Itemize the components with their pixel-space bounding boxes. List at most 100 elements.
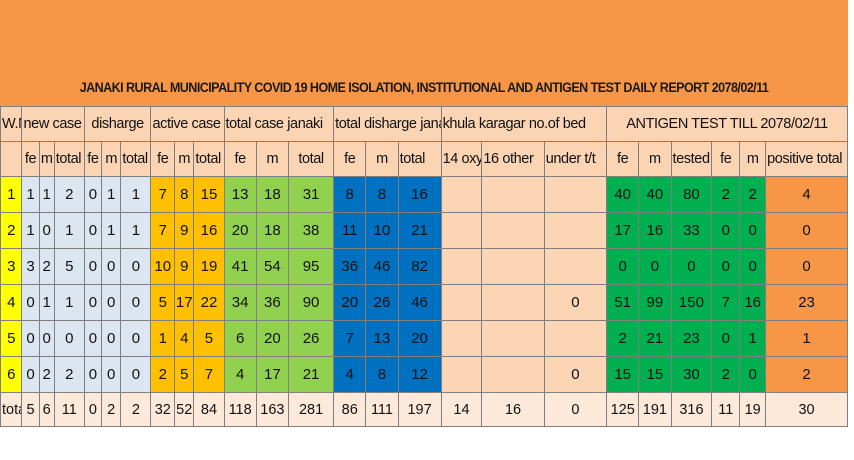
sub-header-cell: fe [83, 141, 102, 177]
table-cell: 9 [174, 212, 195, 249]
totals-cell: 11 [711, 392, 741, 427]
table-cell: 8 [333, 176, 367, 213]
sub-header-cell: fe [21, 141, 40, 177]
table-cell: 2 [711, 176, 741, 213]
totals-label: total [0, 392, 23, 427]
sub-header-cell: m [174, 141, 195, 177]
table-cell: 2 [739, 176, 767, 213]
table-cell: 21 [397, 212, 442, 249]
table-cell: 7 [193, 356, 225, 393]
table-cell: 9 [174, 248, 195, 285]
sub-header-cell: total [120, 141, 152, 177]
table-cell: 17 [255, 356, 289, 393]
table-cell: 8 [365, 356, 399, 393]
table-cell [440, 356, 483, 393]
table-cell [440, 248, 483, 285]
table-cell: 18 [255, 212, 289, 249]
table-cell: 0 [739, 248, 767, 285]
sub-header-cell: total [397, 141, 442, 177]
table-cell: 17 [606, 212, 640, 249]
sub-header-cell: m [100, 141, 122, 177]
totals-cell: 84 [193, 392, 225, 427]
totals-cell: 316 [670, 392, 713, 427]
table-cell: 46 [397, 284, 442, 321]
sub-header-cell: total [53, 141, 85, 177]
table-cell: 8 [174, 176, 195, 213]
table-cell: 40 [638, 176, 672, 213]
table-cell: 26 [365, 284, 399, 321]
sub-header-cell: m [739, 141, 767, 177]
totals-cell: 2 [120, 392, 152, 427]
table-cell: 26 [287, 320, 335, 357]
ward-number: 5 [0, 320, 23, 357]
table-row: 4 0 1 1 0 0 0 5 17 22 34 36 90 20 26 46 0 51 99 150 7 16 23 [0, 284, 848, 321]
sub-header-cell: m [255, 141, 289, 177]
table-row: 6 0 2 2 0 0 0 2 5 7 4 17 21 4 8 12 0 15 15 30 2 0 2 [0, 356, 848, 393]
table-cell: 38 [287, 212, 335, 249]
table-cell: 8 [365, 176, 399, 213]
table-cell: 0 [100, 356, 122, 393]
table-cell: 1 [120, 176, 152, 213]
totals-cell: 0 [543, 392, 608, 427]
table-cell: 0 [21, 320, 40, 357]
ward-number: 2 [0, 212, 23, 249]
totals-cell: 163 [255, 392, 289, 427]
table-cell: 0 [38, 212, 55, 249]
table-cell: 1 [739, 320, 767, 357]
table-cell: 0 [543, 356, 608, 393]
table-cell: 0 [83, 212, 102, 249]
sub-header-cell: m [365, 141, 399, 177]
table-cell: 4 [765, 176, 848, 213]
table-cell: 0 [606, 248, 640, 285]
header-discharge: disharge [83, 106, 152, 142]
header-total-discharge: total disharge janaki [333, 106, 442, 142]
table-cell [440, 284, 483, 321]
totals-cell: 52 [174, 392, 195, 427]
table-cell [481, 248, 545, 285]
table-cell: 2 [53, 356, 85, 393]
report-table: W.N new case disharge active case total … [0, 106, 848, 427]
table-cell: 0 [83, 284, 102, 321]
header-row-groups: W.N new case disharge active case total … [0, 106, 848, 142]
table-cell: 1 [53, 212, 85, 249]
table-cell: 36 [333, 248, 367, 285]
table-cell: 0 [100, 248, 122, 285]
table-cell: 90 [287, 284, 335, 321]
sub-header-cell: fe [223, 141, 257, 177]
table-cell: 0 [21, 284, 40, 321]
table-cell: 5 [193, 320, 225, 357]
table-cell: 0 [100, 320, 122, 357]
table-cell: 1 [38, 284, 55, 321]
table-cell: 4 [223, 356, 257, 393]
table-cell: 7 [150, 212, 176, 249]
table-cell: 15 [638, 356, 672, 393]
table-cell [481, 284, 545, 321]
header-ward: W.N [0, 106, 23, 142]
header-antigen: ANTIGEN TEST TILL 2078/02/11 [606, 106, 848, 142]
sub-header-blank [0, 141, 23, 177]
table-cell: 16 [638, 212, 672, 249]
table-cell: 2 [150, 356, 176, 393]
table-cell: 51 [606, 284, 640, 321]
table-cell: 2 [38, 356, 55, 393]
totals-cell: 197 [397, 392, 442, 427]
table-cell: 0 [711, 248, 741, 285]
table-cell: 0 [711, 320, 741, 357]
table-cell: 12 [397, 356, 442, 393]
table-cell: 34 [223, 284, 257, 321]
table-cell: 36 [255, 284, 289, 321]
header-khula-karagar: khula karagar no.of bed [440, 106, 608, 142]
table-cell: 1 [53, 284, 85, 321]
table-cell: 15 [193, 176, 225, 213]
table-cell: 20 [397, 320, 442, 357]
table-cell: 2 [606, 320, 640, 357]
totals-cell: 118 [223, 392, 257, 427]
table-cell: 23 [765, 284, 848, 321]
table-row: 3 3 2 5 0 0 0 10 9 19 41 54 95 36 46 82 0 0 0 0 0 0 [0, 248, 848, 285]
table-cell: 1 [150, 320, 176, 357]
table-cell: 0 [739, 212, 767, 249]
table-cell [543, 212, 608, 249]
table-cell: 11 [333, 212, 367, 249]
header-row-sub: fe m total fe m total fe m total fe m to… [0, 141, 848, 177]
table-cell: 0 [765, 248, 848, 285]
